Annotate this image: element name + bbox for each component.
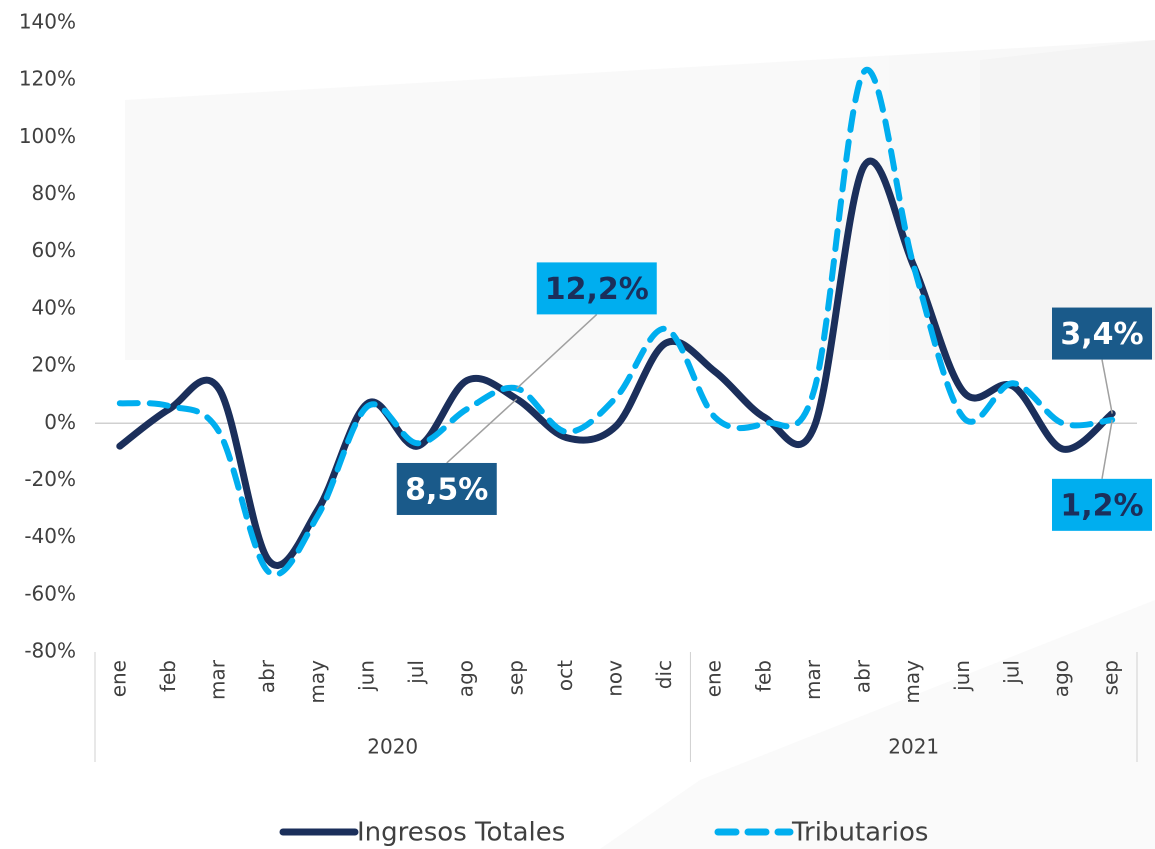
y-tick-label: 140% [19, 10, 76, 34]
x-tick-label: may [305, 660, 329, 704]
x-tick-label: may [900, 660, 924, 704]
x-tick-label: feb [751, 660, 775, 692]
y-tick-label: -20% [24, 467, 76, 491]
leader-line [447, 399, 517, 463]
x-tick-label: ago [454, 660, 478, 697]
x-tick-label: abr [255, 659, 279, 693]
x-tick-label: mar [206, 659, 230, 700]
y-tick-label: 100% [19, 124, 76, 148]
x-tick-label: ago [1049, 660, 1073, 697]
x-tick-label: abr [851, 659, 875, 693]
x-tick-label: jul [999, 660, 1023, 685]
x-tick-label: nov [603, 660, 627, 697]
x-tick-label: feb [156, 660, 180, 692]
x-tick-label: jun [354, 660, 378, 692]
x-tick-label: mar [801, 659, 825, 700]
y-tick-label: -40% [24, 524, 76, 548]
x-tick-label: jul [404, 660, 428, 685]
leader-line [1102, 360, 1112, 414]
legend-label: Ingresos Totales [357, 818, 565, 848]
y-tick-label: 20% [32, 353, 76, 377]
leader-line [1102, 420, 1112, 479]
background [125, 40, 1155, 849]
data-label: 1,2% [1060, 488, 1143, 523]
y-tick-label: 0% [44, 410, 76, 434]
x-tick-label: sep [503, 660, 527, 695]
x-tick-label: dic [652, 660, 676, 689]
data-label: 3,4% [1060, 317, 1143, 352]
x-tick-label: ene [702, 660, 726, 697]
y-tick-label: 120% [19, 67, 76, 91]
x-tick-label: jun [950, 660, 974, 692]
x-tick-label: sep [1099, 660, 1123, 695]
y-tick-label: -80% [24, 639, 76, 663]
chart: -80% -60% -40% -20% 0% 20% 40% 60% 80% 100% 120% 14… [0, 0, 1155, 849]
group-label: 2021 [888, 735, 939, 759]
x-tick-label: ene [106, 660, 130, 697]
legend-label: Tributarios [791, 818, 928, 848]
page: {"chart_data": {"type": "line", "categor… [0, 0, 1155, 849]
data-label: 12,2% [545, 272, 649, 307]
y-tick-label: -60% [24, 581, 76, 605]
group-label: 2020 [367, 735, 418, 759]
data-label: 8,5% [405, 472, 488, 507]
x-tick-label: oct [553, 660, 577, 691]
y-tick-label: 40% [32, 295, 76, 319]
y-tick-label: 60% [32, 238, 76, 262]
y-tick-label: 80% [32, 181, 76, 205]
